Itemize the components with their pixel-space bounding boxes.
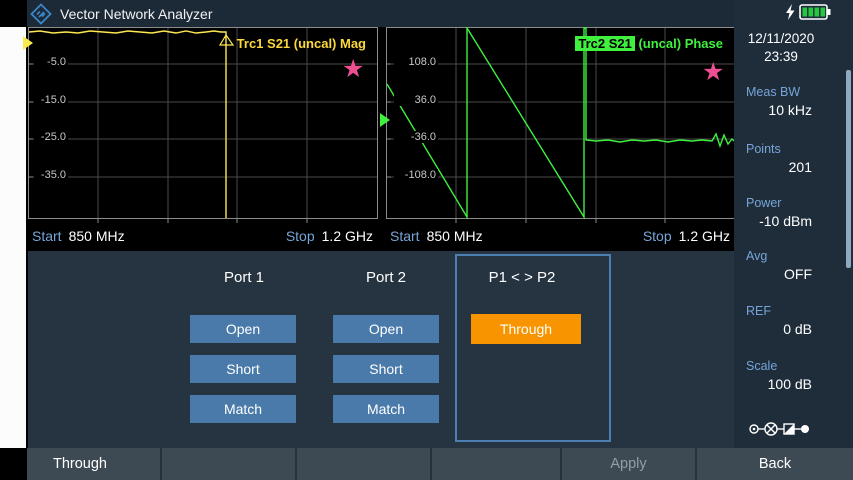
stop-freq: Stop 1.2 GHz <box>642 228 730 244</box>
bottom-left-corner <box>0 448 27 480</box>
port1-open-button[interactable]: Open <box>190 315 296 343</box>
menu-item-points[interactable]: Points 201 <box>746 142 812 175</box>
port1-short-button[interactable]: Short <box>190 355 296 383</box>
softkey-through[interactable]: Through <box>52 456 107 472</box>
marker-1-icon <box>218 33 235 46</box>
battery-icon <box>799 4 831 20</box>
trace1-title: Trc1 S21 (uncal) Mag <box>236 36 366 51</box>
date: 12/11/2020 <box>747 31 815 46</box>
rs-logo-icon <box>30 2 52 25</box>
y-tick: -25.0 <box>34 131 68 143</box>
menu-item-scale[interactable]: Scale 100 dB <box>746 359 812 392</box>
stop-freq: Stop 1.2 GHz <box>285 228 373 244</box>
app-title: Vector Network Analyzer <box>60 5 213 22</box>
y-tick: -15.0 <box>34 94 68 106</box>
y-tick: -5.0 <box>34 56 68 68</box>
y-tick: 36.0 <box>394 94 438 106</box>
trace2-selected-label: Trc2 S21 <box>575 36 635 51</box>
phase-grid <box>386 25 735 223</box>
port2-short-button[interactable]: Short <box>333 355 439 383</box>
port1-match-button[interactable]: Match <box>190 395 296 423</box>
sidebar: 12/11/2020 23:39 Meas BW 10 kHz Points 2… <box>734 0 853 448</box>
datetime: 12/11/2020 23:39 <box>734 30 828 66</box>
y-tick: -108.0 <box>394 169 438 181</box>
start-freq: Start 850 MHz <box>32 228 125 244</box>
star-marker-icon: ★ <box>702 58 725 86</box>
softkey-back[interactable]: Back <box>695 448 853 480</box>
phase-plot: 108.0 36.0 -36.0 -108.0 Trc2 S21 (uncal)… <box>380 25 735 224</box>
trace2-title: Trc2 S21 (uncal) Phase <box>575 36 723 51</box>
softkey-empty-1 <box>160 448 295 480</box>
titlebar: Vector Network Analyzer <box>27 0 853 27</box>
menu-item-power[interactable]: Power -10 dBm <box>746 196 812 229</box>
star-marker-icon: ★ <box>342 55 365 83</box>
menu-item-meas-bw[interactable]: Meas BW 10 kHz <box>746 85 812 118</box>
softkey-empty-3 <box>430 448 560 480</box>
through-button[interactable]: Through <box>471 314 581 344</box>
trace2-suffix: (uncal) Phase <box>634 36 723 51</box>
phase-trace <box>386 25 735 220</box>
port2-open-button[interactable]: Open <box>333 315 439 343</box>
ref-level-indicator-icon <box>23 36 33 50</box>
port2-match-button[interactable]: Match <box>333 395 439 423</box>
softkey-apply[interactable]: Apply <box>560 448 695 480</box>
port1-header: Port 1 <box>223 269 265 286</box>
through-calibration-icon <box>749 422 809 436</box>
p1p2-selection-box <box>455 254 611 442</box>
mag-grid <box>28 27 378 223</box>
calibration-dialog: Port 1 Port 2 P1 < > P2 Open Short Match… <box>28 251 734 448</box>
y-tick: 108.0 <box>394 56 438 68</box>
charging-icon <box>786 3 795 20</box>
phase-freq-footer: Start 850 MHz Stop 1.2 GHz <box>386 225 734 247</box>
sidebar-scrollbar[interactable] <box>846 70 851 268</box>
mag-plot: -5.0 -15.0 -25.0 -35.0 Trc1 S21 (uncal) … <box>23 27 378 224</box>
mag-freq-footer: Start 850 MHz Stop 1.2 GHz <box>28 225 377 247</box>
menu-item-ref[interactable]: REF 0 dB <box>746 304 812 337</box>
port2-header: Port 2 <box>365 269 407 286</box>
ref-phase-indicator-icon <box>380 113 390 127</box>
time: 23:39 <box>764 49 798 64</box>
p1p2-header: P1 < > P2 <box>488 269 556 286</box>
softkey-empty-2 <box>295 448 430 480</box>
y-tick: -35.0 <box>34 169 68 181</box>
menu-item-avg[interactable]: Avg OFF <box>746 249 812 282</box>
y-tick: -36.0 <box>394 131 438 143</box>
bezel-strip <box>0 27 26 448</box>
softkey-bar: Through Apply Back <box>0 448 853 480</box>
mag-trace <box>28 30 227 218</box>
start-freq: Start 850 MHz <box>390 228 483 244</box>
battery-status <box>784 3 832 21</box>
